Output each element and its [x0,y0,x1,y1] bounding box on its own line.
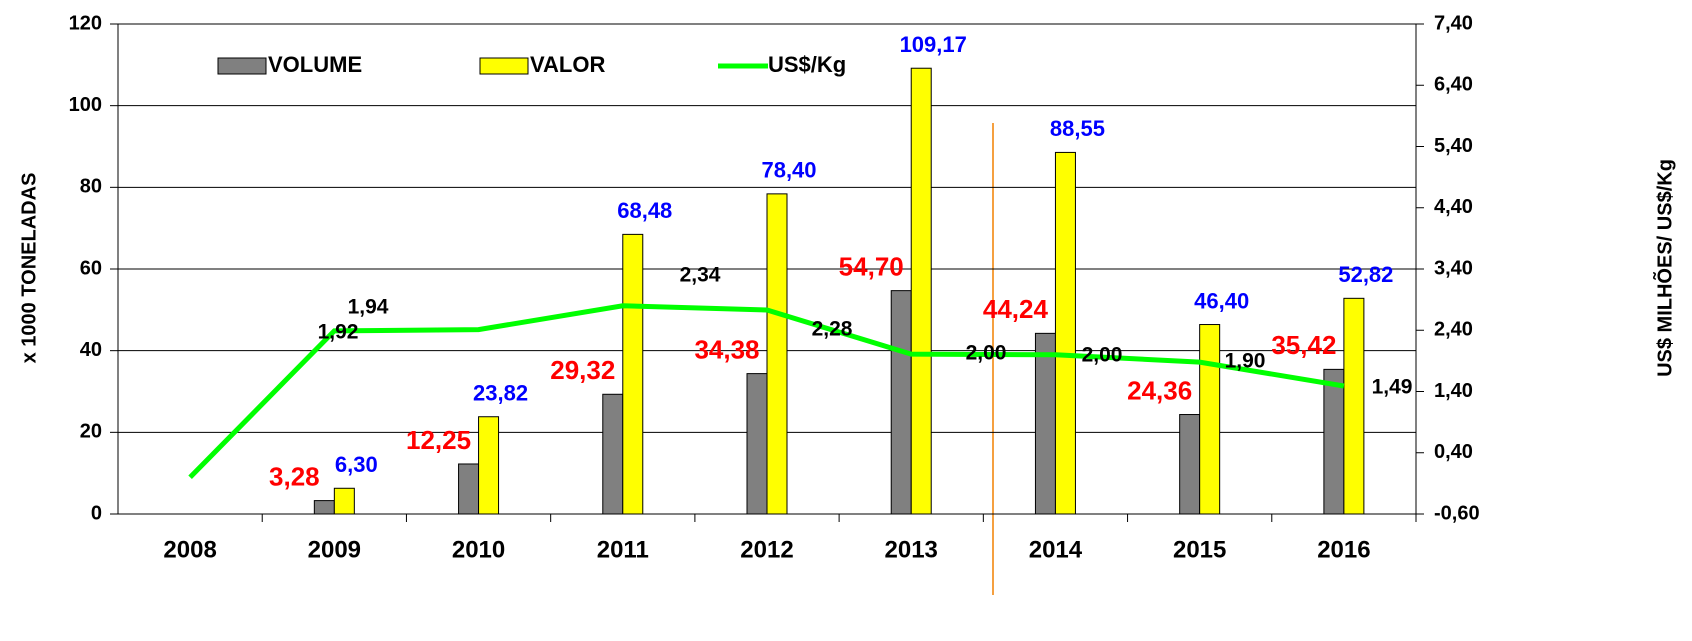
y2-tick-label: 5,40 [1434,135,1473,157]
legend-swatch [217,57,267,75]
x-tick-label: 2009 [308,536,361,563]
bar [478,416,500,515]
x-tick-label: 2008 [163,536,216,563]
y-tick-label: 100 [69,94,102,116]
bar [1034,332,1056,515]
y2-tick-label: -0,60 [1434,502,1480,524]
data-label: 46,40 [1194,288,1249,313]
annotation: 1,94 [348,296,389,319]
legend-label: VOLUME [268,52,362,77]
y-tick-label: 0 [91,502,102,524]
x-tick-label: 2011 [597,536,649,563]
y-tick-label: 20 [80,421,102,443]
data-label: 68,48 [617,198,672,223]
bar [1323,368,1345,515]
y2-tick-label: 4,40 [1434,196,1473,218]
data-label: 54,70 [839,252,904,282]
legend-swatch [479,57,529,75]
y-tick-label: 80 [80,176,102,198]
bar [333,487,355,515]
line [188,303,1345,480]
bar [1343,297,1365,515]
bar [910,67,932,515]
y2-tick-label: 6,40 [1434,74,1473,96]
y-tick-label: 60 [80,257,102,279]
data-label: 23,82 [473,381,528,406]
x-tick-label: 2010 [452,536,505,563]
y-tick-label: 120 [69,12,102,34]
data-label: 24,36 [1127,375,1192,405]
y2-tick-label: 7,40 [1434,12,1473,34]
bar [602,393,624,515]
data-label: 12,25 [406,425,471,455]
annotation: 2,34 [680,264,721,287]
annotation: 1,49 [1372,376,1413,399]
bar [746,373,768,515]
y2-tick-label: 0,40 [1434,441,1473,463]
bar [313,500,335,515]
bar [890,290,912,515]
bar [1179,414,1201,515]
bar [1054,151,1076,515]
data-label: 3,28 [269,461,320,491]
data-label: 29,32 [550,355,615,385]
bar [766,193,788,515]
y2-tick-label: 1,40 [1434,380,1473,402]
x-tick-label: 2014 [1029,536,1083,563]
y2-tick-label: 2,40 [1434,319,1473,341]
data-label: 52,82 [1338,262,1393,287]
y2-tick-label: 3,40 [1434,257,1473,279]
y-axis-label: x 1000 TONELADAS [18,173,40,364]
data-label: 78,40 [761,158,816,183]
bar [1199,324,1221,515]
bar [458,463,480,515]
y-tick-label: 40 [80,339,102,361]
data-label: 6,30 [335,452,378,477]
x-tick-label: 2012 [740,536,793,563]
annotation: 1,92 [318,321,359,344]
y2-axis-label: US$ MILHÕES/ US$/Kg [1652,159,1676,377]
data-label: 44,24 [983,294,1049,324]
annotation: 2,00 [1082,344,1123,367]
annotation: 1,90 [1225,350,1266,373]
x-tick-label: 2016 [1317,536,1370,563]
data-label: 109,17 [900,32,967,57]
data-label: 88,55 [1050,116,1105,141]
bar [622,233,644,515]
legend-label: VALOR [530,52,605,77]
legend-label: US$/Kg [768,52,846,77]
data-label: 35,42 [1271,330,1336,360]
x-tick-label: 2015 [1173,536,1226,563]
annotation: 2,00 [966,342,1007,365]
x-tick-label: 2013 [885,536,938,563]
data-label: 34,38 [694,334,759,364]
annotation: 2,28 [812,318,853,341]
